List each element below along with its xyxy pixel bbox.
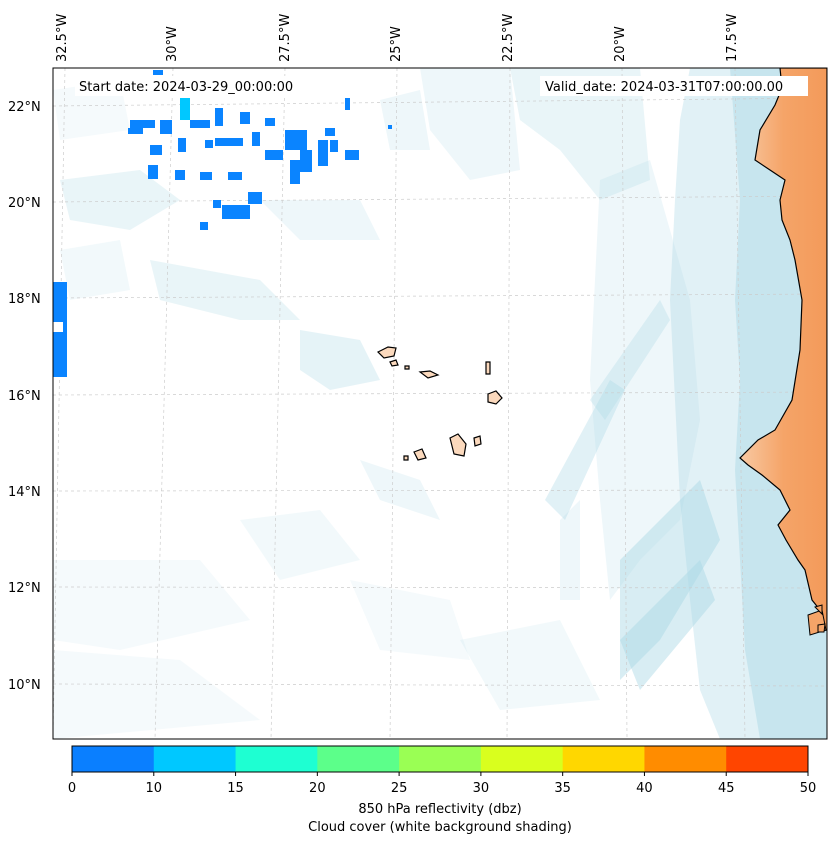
colorbar-segment xyxy=(235,746,318,772)
graticule xyxy=(53,68,827,739)
colorbar-tick-label: 30 xyxy=(473,781,490,796)
lon-label: 17.5°W xyxy=(725,14,740,62)
lat-label: 22°N xyxy=(8,100,41,115)
colorbar-segment xyxy=(644,746,727,772)
colorbar-tick-label: 40 xyxy=(636,781,653,796)
colorbar-tick-label: 35 xyxy=(554,781,571,796)
lat-label: 10°N xyxy=(8,678,41,693)
colorbar-segment xyxy=(317,746,400,772)
lon-label: 30°W xyxy=(165,26,180,62)
lon-label: 32.5°W xyxy=(55,14,70,62)
colorbar: 0 10 15 20 25 30 35 40 45 50 850 hPa reflectivity… xyxy=(68,745,816,835)
map-plot-area xyxy=(53,68,827,739)
colorbar-ticks: 0 10 15 20 25 30 35 40 45 50 xyxy=(68,772,816,796)
valid-date-box: Valid_date: 2024-03-31T07:00:00.00 xyxy=(540,76,808,96)
colorbar-label-cloud: Cloud cover (white background shading) xyxy=(308,820,572,835)
lat-label: 18°N xyxy=(8,292,41,307)
colorbar-label-reflectivity: 850 hPa reflectivity (dbz) xyxy=(358,802,521,817)
colorbar-frame xyxy=(71,745,809,773)
lat-label: 12°N xyxy=(8,581,41,596)
colorbar-segment xyxy=(72,746,155,772)
lon-label: 20°W xyxy=(613,26,628,62)
colorbar-segment xyxy=(726,746,809,772)
lon-label: 22.5°W xyxy=(501,14,516,62)
colorbar-tick-label: 10 xyxy=(146,781,163,796)
lat-label: 14°N xyxy=(8,485,41,500)
lat-label: 20°N xyxy=(8,196,41,211)
colorbar-segments xyxy=(72,746,809,772)
latitude-labels: 22°N 20°N 18°N 16°N 14°N 12°N 10°N xyxy=(8,100,41,693)
start-date-label: Start date: 2024-03-29_00:00:00 xyxy=(79,80,293,95)
map-frame xyxy=(52,67,828,740)
colorbar-tick-label: 20 xyxy=(309,781,326,796)
colorbar-segment xyxy=(562,746,645,772)
colorbar-segment xyxy=(153,746,237,772)
cape-verde-islands xyxy=(376,346,503,461)
colorbar-tick-label: 15 xyxy=(227,781,244,796)
lon-label: 27.5°W xyxy=(278,14,293,62)
colorbar-tick-label: 45 xyxy=(718,781,735,796)
lat-label: 16°N xyxy=(8,389,41,404)
valid-date-label: Valid_date: 2024-03-31T07:00:00.00 xyxy=(545,80,783,95)
longitude-labels: 32.5°W 30°W 27.5°W 25°W 22.5°W 20°W 17.5… xyxy=(55,14,740,62)
colorbar-tick-label: 25 xyxy=(391,781,408,796)
land-coast xyxy=(739,68,827,636)
colorbar-segment xyxy=(480,746,564,772)
start-date-box: Start date: 2024-03-29_00:00:00 xyxy=(75,76,315,96)
colorbar-segment xyxy=(399,746,482,772)
reflectivity-patches xyxy=(53,70,392,377)
colorbar-tick-label: 0 xyxy=(68,781,76,796)
colorbar-tick-label: 50 xyxy=(800,781,817,796)
lon-label: 25°W xyxy=(389,26,404,62)
